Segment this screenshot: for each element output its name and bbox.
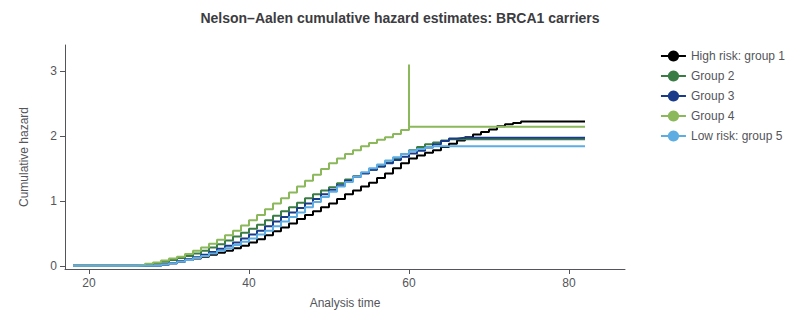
svg-text:Group 3: Group 3	[691, 89, 735, 103]
svg-text:Group 2: Group 2	[691, 69, 735, 83]
svg-text:High risk: group 1: High risk: group 1	[691, 49, 785, 63]
svg-text:60: 60	[402, 276, 416, 290]
svg-text:0: 0	[50, 259, 57, 273]
svg-text:40: 40	[242, 276, 256, 290]
svg-text:Group 4: Group 4	[691, 109, 735, 123]
svg-text:Analysis time: Analysis time	[310, 296, 381, 310]
svg-text:Cumulative hazard: Cumulative hazard	[17, 107, 31, 207]
svg-text:2: 2	[50, 129, 57, 143]
svg-text:20: 20	[82, 276, 96, 290]
svg-text:Nelson–Aalen cumulative hazard: Nelson–Aalen cumulative hazard estimates…	[200, 10, 599, 26]
svg-text:3: 3	[50, 64, 57, 78]
svg-text:Low risk: group 5: Low risk: group 5	[691, 129, 783, 143]
svg-text:80: 80	[562, 276, 576, 290]
svg-text:1: 1	[50, 194, 57, 208]
